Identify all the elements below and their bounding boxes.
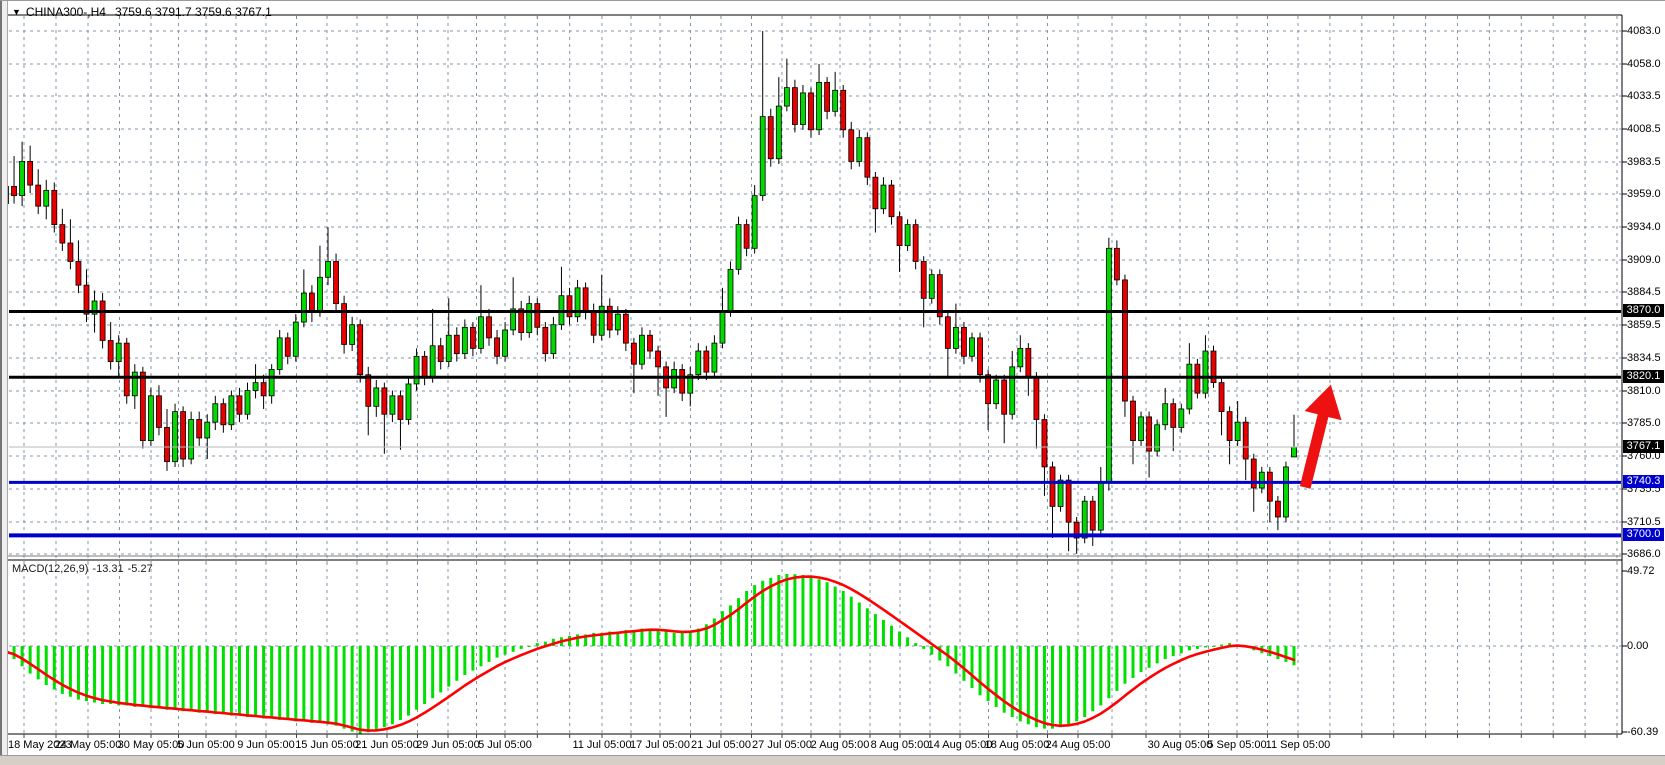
time-axis-label: 29 Jun 05:00 — [416, 739, 480, 751]
time-axis-label: 24 Aug 05:00 — [1045, 739, 1111, 751]
price-badge: 3767.1 — [1623, 440, 1664, 453]
price-axis-label: 4008.5 — [1627, 123, 1661, 135]
time-axis-label: 8 Aug 05:00 — [870, 739, 930, 751]
macd-panel-surface[interactable] — [8, 561, 1622, 734]
time-axis-label: 30 May 05:00 — [117, 739, 185, 751]
macd-axis-label: -60.39 — [1627, 726, 1659, 738]
price-axis-label: 3983.5 — [1627, 156, 1661, 168]
price-axis-label: 3760.0 — [1627, 450, 1661, 462]
time-axis-label: 21 Jul 05:00 — [691, 739, 751, 751]
price-axis-label: 3859.5 — [1627, 319, 1661, 331]
time-axis-label: 9 Jun 05:00 — [237, 739, 295, 751]
symbol-dropdown-icon[interactable]: ▼ — [12, 7, 21, 17]
time-axis-label: 5 Jul 05:00 — [478, 739, 532, 751]
window-bottom-strip — [0, 755, 1665, 765]
time-axis-label: 5 Jun 05:00 — [177, 739, 235, 751]
price-axis-label: 3810.0 — [1627, 385, 1661, 397]
candles-layer — [3, 31, 1297, 554]
time-axis-label: 24 May 05:00 — [54, 739, 122, 751]
price-axis-label: 3909.0 — [1627, 254, 1661, 266]
frame-layer — [8, 14, 1627, 738]
ohlc-values: 3759.6 3791.7 3759.6 3767.1 — [114, 5, 272, 19]
chart-title: ▼ CHINA300-,H4 3759.6 3791.7 3759.6 3767.1 — [12, 5, 272, 19]
macd-signal-value: -5.27 — [127, 563, 153, 575]
macd-layer — [4, 573, 1296, 734]
time-axis-label: 5 Sep 05:00 — [1207, 739, 1267, 751]
price-axis-label: 3710.5 — [1627, 516, 1661, 528]
macd-axis-label: 0.00 — [1627, 640, 1649, 652]
macd-name: MACD(12,26,9) — [12, 563, 89, 575]
price-axis-label: 3959.0 — [1627, 188, 1661, 200]
price-axis-label: 3686.0 — [1627, 548, 1661, 560]
time-axis-label: 18 May 2023 — [8, 739, 72, 751]
time-axis-label: 27 Jul 05:00 — [752, 739, 812, 751]
price-badge: 3870.0 — [1623, 304, 1664, 317]
time-axis-label: 2 Aug 05:00 — [810, 739, 870, 751]
price-badge: 3700.0 — [1623, 528, 1664, 541]
time-axis-label: 11 Jul 05:00 — [572, 739, 632, 751]
price-axis-label: 4083.0 — [1627, 25, 1661, 37]
price-axis-label: 4033.5 — [1627, 90, 1661, 102]
macd-indicator-label: MACD(12,26,9) -13.31 -5.27 — [12, 563, 157, 575]
main-chart-surface[interactable] — [8, 15, 1622, 556]
macd-signal-line — [4, 575, 1296, 732]
price-axis-label: 3834.5 — [1627, 352, 1661, 364]
price-axis-label: 3884.5 — [1627, 286, 1661, 298]
price-axis-label: 4058.0 — [1627, 58, 1661, 70]
level-lines-layer — [9, 310, 1621, 538]
macd-axis-label: 49.72 — [1627, 565, 1655, 577]
time-axis-label: 17 Jul 05:00 — [630, 739, 690, 751]
time-axis-label: 14 Aug 05:00 — [927, 739, 993, 751]
time-axis-label: 18 Aug 05:00 — [984, 739, 1050, 751]
grid-layer — [9, 16, 1621, 733]
macd-main-value: -13.31 — [92, 563, 124, 575]
price-badge: 3820.1 — [1623, 370, 1664, 383]
price-axis-label: 3934.0 — [1627, 221, 1661, 233]
window-left-splitter[interactable] — [0, 1, 8, 765]
time-axis-label: 15 Jun 05:00 — [295, 739, 359, 751]
time-axis-label: 21 Jun 05:00 — [355, 739, 419, 751]
price-axis-label: 3785.0 — [1627, 417, 1661, 429]
up-arrow-annotation[interactable] — [1287, 380, 1350, 492]
price-badge: 3740.3 — [1623, 475, 1664, 488]
time-axis-label: 30 Aug 05:00 — [1147, 739, 1213, 751]
symbol-timeframe-label: CHINA300-,H4 — [25, 5, 106, 19]
time-axis-label: 11 Sep 05:00 — [1265, 739, 1331, 751]
